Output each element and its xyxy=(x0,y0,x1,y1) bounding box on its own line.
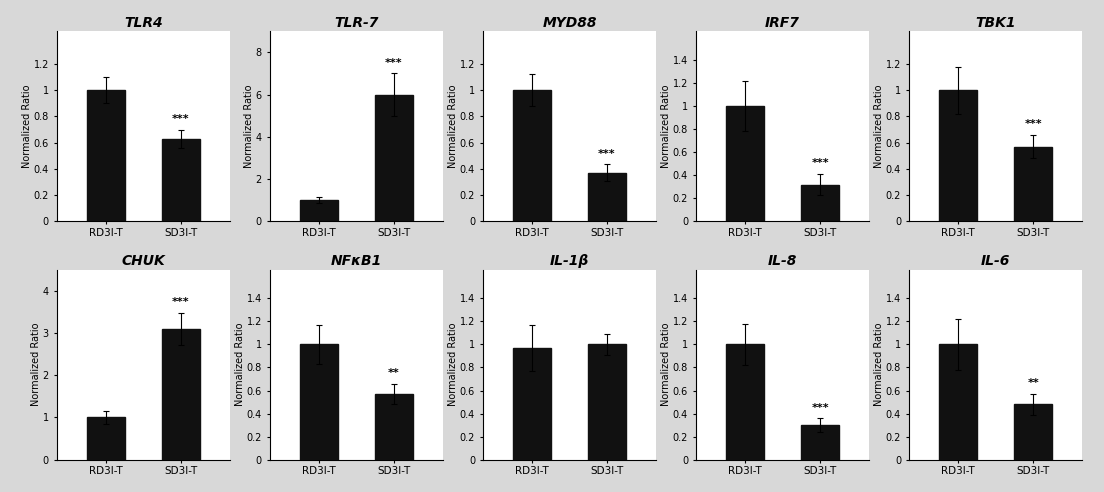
Title: TBK1: TBK1 xyxy=(976,16,1016,30)
Bar xyxy=(87,90,125,221)
Bar xyxy=(513,348,551,460)
Bar xyxy=(300,344,338,460)
Y-axis label: Normalized Ratio: Normalized Ratio xyxy=(235,323,245,406)
Text: ***: *** xyxy=(385,58,403,68)
Y-axis label: Normalized Ratio: Normalized Ratio xyxy=(448,85,458,168)
Bar xyxy=(940,344,977,460)
Bar xyxy=(162,329,200,460)
Bar xyxy=(162,139,200,221)
Bar xyxy=(87,417,125,460)
Text: ***: *** xyxy=(811,402,829,412)
Bar xyxy=(375,94,413,221)
Text: ***: *** xyxy=(598,149,616,158)
Text: **: ** xyxy=(1027,378,1039,388)
Y-axis label: Normalized Ratio: Normalized Ratio xyxy=(448,323,458,406)
Y-axis label: Normalized Ratio: Normalized Ratio xyxy=(874,85,884,168)
Bar xyxy=(1015,404,1052,460)
Bar xyxy=(802,184,839,221)
Y-axis label: Normalized Ratio: Normalized Ratio xyxy=(244,85,254,168)
Y-axis label: Normalized Ratio: Normalized Ratio xyxy=(661,85,671,168)
Bar xyxy=(726,344,764,460)
Bar xyxy=(375,394,413,460)
Text: ***: *** xyxy=(1025,119,1042,129)
Bar xyxy=(588,173,626,221)
Title: CHUK: CHUK xyxy=(121,254,166,268)
Bar xyxy=(940,90,977,221)
Text: ***: *** xyxy=(172,297,190,307)
Y-axis label: Normalized Ratio: Normalized Ratio xyxy=(22,85,32,168)
Title: IL-8: IL-8 xyxy=(768,254,797,268)
Y-axis label: Normalized Ratio: Normalized Ratio xyxy=(874,323,884,406)
Title: IL-1β: IL-1β xyxy=(550,254,590,268)
Bar xyxy=(513,90,551,221)
Title: MYD88: MYD88 xyxy=(542,16,597,30)
Y-axis label: Normalized Ratio: Normalized Ratio xyxy=(661,323,671,406)
Title: TLR-7: TLR-7 xyxy=(335,16,379,30)
Bar xyxy=(300,200,338,221)
Bar xyxy=(1015,147,1052,221)
Bar xyxy=(726,106,764,221)
Title: IRF7: IRF7 xyxy=(765,16,800,30)
Title: IL-6: IL-6 xyxy=(981,254,1010,268)
Bar xyxy=(802,425,839,460)
Y-axis label: Normalized Ratio: Normalized Ratio xyxy=(31,323,41,406)
Title: NFκB1: NFκB1 xyxy=(331,254,382,268)
Text: **: ** xyxy=(389,368,400,378)
Text: ***: *** xyxy=(811,158,829,168)
Bar xyxy=(588,344,626,460)
Title: TLR4: TLR4 xyxy=(124,16,162,30)
Text: ***: *** xyxy=(172,114,190,124)
